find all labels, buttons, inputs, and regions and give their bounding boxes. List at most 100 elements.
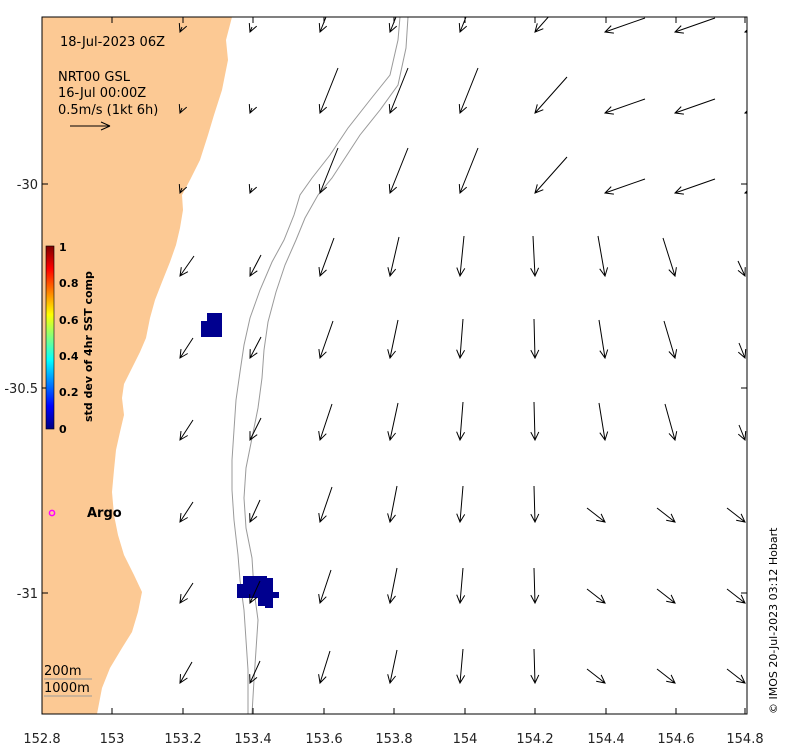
current-arrow (663, 320, 678, 360)
current-arrow (586, 588, 606, 604)
contour-200m-label: 200m (44, 664, 81, 679)
current-arrow (318, 486, 333, 524)
current-arrow (388, 67, 409, 115)
current-arrow (248, 184, 258, 195)
current-arrow (249, 336, 262, 359)
current-arrow (456, 648, 466, 685)
current-arrow (456, 401, 466, 442)
x-tick-label: 153.6 (305, 732, 342, 747)
current-arrow (530, 318, 540, 360)
colorbar-tick: 0.6 (59, 314, 79, 327)
current-arrow (179, 661, 193, 684)
current-arrow (249, 580, 261, 605)
current-arrow (530, 567, 540, 605)
current-arrow (178, 23, 188, 34)
current-arrow (656, 507, 676, 523)
x-tick-label: 153.4 (234, 732, 271, 747)
vector-scale-label: 0.5m/s (1kt 6h) (58, 103, 158, 118)
current-arrow (456, 485, 466, 524)
current-arrow (249, 499, 261, 524)
x-axis-labels: 152.8 153 153.2 153.4 153.6 153.8 154 15… (23, 732, 763, 747)
colorbar: 0 0.2 0.4 0.6 0.8 1 std dev of 4hr SST c… (45, 241, 95, 436)
current-arrow (603, 98, 646, 115)
current-arrow (387, 567, 398, 605)
current-arrow (743, 110, 747, 114)
current-arrow (530, 401, 540, 442)
current-arrow (318, 650, 331, 685)
current-arrow (673, 98, 716, 115)
y-tick-label: -30.5 (4, 382, 38, 397)
current-arrow (530, 648, 540, 685)
current-arrow (318, 320, 334, 360)
current-arrow (598, 402, 609, 442)
x-tick-label: 154.2 (516, 732, 553, 747)
colorbar-tick: 0.4 (59, 350, 79, 363)
argo-float: Argo (48, 506, 122, 521)
current-arrow (318, 147, 339, 195)
current-arrow (387, 649, 398, 685)
current-arrow (726, 668, 746, 684)
argo-label: Argo (87, 506, 122, 521)
source-time: 16-Jul 00:00Z (58, 86, 146, 101)
current-arrow (737, 424, 747, 442)
data-source: NRT00 GSL (58, 70, 131, 85)
current-arrow (318, 403, 333, 442)
current-arrow (743, 29, 747, 33)
current-arrow (178, 184, 188, 195)
current-arrow (603, 178, 646, 195)
current-arrow (248, 23, 258, 34)
current-arrow (318, 17, 328, 34)
current-arrow (248, 104, 258, 115)
colorbar-title: std dev of 4hr SST comp (82, 271, 95, 422)
argo-marker-icon (48, 509, 56, 517)
colorbar-tick: 0 (59, 423, 67, 436)
current-arrow (458, 147, 479, 195)
x-tick-label: 153 (100, 732, 125, 747)
current-arrow (249, 254, 262, 277)
current-arrow (179, 255, 195, 277)
contour-1000m-label: 1000m (44, 681, 90, 696)
colorbar-tick: 0.2 (59, 386, 79, 399)
contour-legend: 200m 1000m (44, 664, 92, 697)
y-tick-label: -30 (17, 178, 38, 193)
map-header: 18-Jul-2023 06Z NRT00 GSL 16-Jul 00:00Z … (58, 35, 165, 131)
colorbar-gradient (45, 245, 55, 430)
current-arrow (664, 403, 678, 442)
current-arrow (737, 342, 747, 360)
vector-scale-arrow (70, 121, 111, 131)
current-arrow (318, 67, 339, 115)
imos-credit: © IMOS 20-Jul-2023 03:12 Hobart (767, 527, 780, 714)
current-arrow (458, 67, 479, 115)
current-arrow (249, 660, 261, 685)
y-axis-labels: -30 -30.5 -31 (4, 178, 38, 602)
current-vector-field (178, 17, 747, 685)
x-tick-label: 153.8 (375, 732, 412, 747)
sst-std-dev-patch-south (237, 576, 279, 608)
current-arrow (318, 569, 332, 605)
current-arrow (456, 235, 466, 278)
current-arrow (458, 17, 468, 34)
land-coastline (42, 17, 232, 714)
current-arrow (656, 668, 676, 684)
x-tick-label: 154 (453, 732, 478, 747)
current-arrow (530, 485, 540, 524)
current-arrow (318, 237, 335, 278)
current-arrow (178, 104, 188, 115)
current-arrow (179, 337, 194, 359)
current-arrow (388, 147, 409, 195)
current-arrow (249, 417, 262, 441)
current-arrow (673, 17, 716, 34)
x-tick-label: 154.4 (587, 732, 624, 747)
contour-200m (231, 17, 401, 714)
current-arrow (387, 485, 398, 524)
current-arrow (388, 17, 398, 34)
current-arrow (726, 507, 746, 523)
y-tick-label: -31 (17, 587, 38, 602)
current-arrow (534, 156, 568, 194)
current-arrow (534, 76, 568, 114)
current-arrow (387, 402, 399, 442)
map-date: 18-Jul-2023 06Z (60, 35, 165, 50)
current-arrow (534, 17, 550, 33)
current-arrow (387, 319, 399, 360)
current-arrow (586, 668, 606, 684)
